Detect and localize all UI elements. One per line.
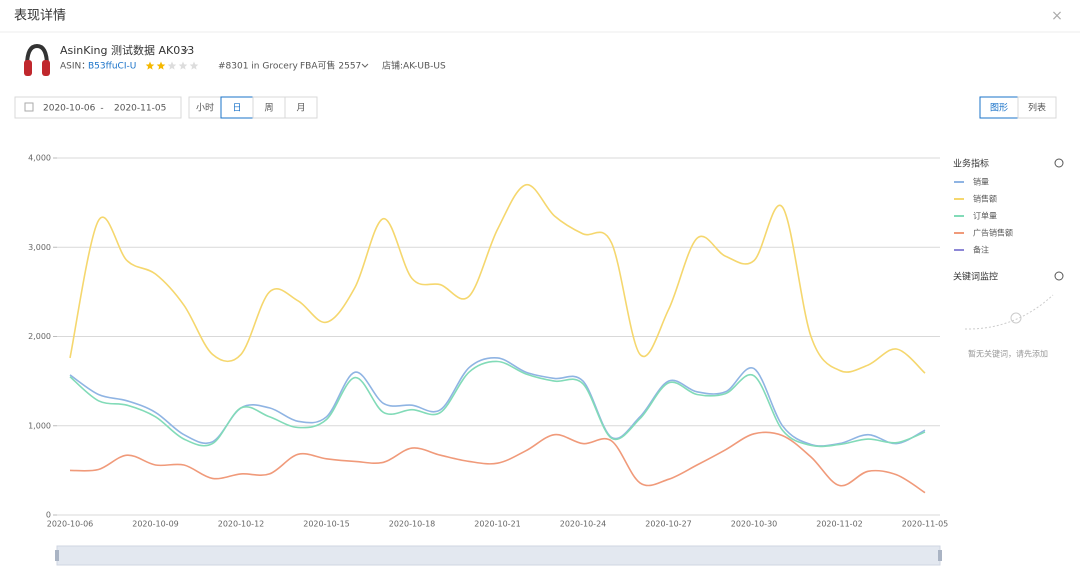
product-name: AsinKing 测试数据 AK033 <box>60 43 194 57</box>
calendar-icon <box>24 102 34 112</box>
star <box>167 61 177 70</box>
series-line <box>69 356 926 447</box>
y-tick-label: 0 <box>46 511 51 520</box>
series-line <box>69 183 926 374</box>
dropdown-icon[interactable] <box>361 63 369 68</box>
slider-handle[interactable] <box>938 550 942 561</box>
metrics-title: 业务指标 <box>953 158 989 170</box>
x-tick-label: 2020-10-30 <box>731 520 778 529</box>
plot: 0 1,000 2,000 3,000 4,000 2020-10-06 2020-10-0… <box>28 154 948 529</box>
date-end: 2020-11-05 <box>114 104 166 114</box>
dropdown-icon[interactable] <box>181 48 189 53</box>
series-line <box>69 431 926 494</box>
granularity-label: 日 <box>232 103 241 114</box>
close-button[interactable]: × <box>1051 8 1063 24</box>
x-tick-label: 2020-10-21 <box>474 520 521 529</box>
date-range[interactable] <box>14 96 182 119</box>
rating-stars <box>145 61 199 70</box>
product-image <box>24 43 50 76</box>
slider-handle[interactable] <box>55 550 59 561</box>
y-tick-label: 2,000 <box>28 332 51 341</box>
rank: #8301 in Grocery <box>218 62 299 72</box>
x-tick-label: 2020-11-02 <box>816 520 863 529</box>
granularity-label: 周 <box>264 103 273 114</box>
view-label: 列表 <box>1028 102 1046 114</box>
x-tick-label: 2020-10-12 <box>218 520 265 529</box>
zoom-slider[interactable] <box>56 545 941 566</box>
view-label: 图形 <box>990 102 1008 114</box>
star <box>189 61 199 70</box>
date-start: 2020-10-06 <box>43 104 96 114</box>
keyword-placeholder-graphic <box>1010 312 1022 324</box>
dialog-title: 表现详情 <box>14 9 66 24</box>
keyword-placeholder-graphic <box>964 294 1054 330</box>
view-button[interactable] <box>1017 96 1057 119</box>
x-tick-label: 2020-10-18 <box>389 520 436 529</box>
legend-label: 销售额 <box>973 194 997 204</box>
asin-link[interactable]: B53ffuCI-U <box>88 62 136 72</box>
granularity-label: 小时 <box>196 102 214 114</box>
star <box>156 61 166 70</box>
view-toggle: 图形 列表 <box>979 96 1057 119</box>
settings-icon[interactable] <box>1054 271 1064 281</box>
x-tick-label: 2020-10-24 <box>560 520 607 529</box>
legend-label: 销量 <box>973 177 989 187</box>
y-tick-label: 4,000 <box>28 154 51 163</box>
granularity-group: 小时 日 周 月 <box>188 96 318 119</box>
star <box>145 61 155 70</box>
legend-label: 广告销售额 <box>973 228 1013 238</box>
legend-label: 订单量 <box>973 211 997 221</box>
keywords-empty: 暂无关键词，请先添加 <box>968 349 1048 359</box>
settings-icon[interactable] <box>1054 158 1064 168</box>
x-tick-label: 2020-10-09 <box>132 520 179 529</box>
x-tick-label: 2020-10-27 <box>645 520 692 529</box>
store: 店铺:AK-UB-US <box>382 60 446 72</box>
x-tick-label: 2020-10-15 <box>303 520 350 529</box>
asin-label: ASIN： <box>60 62 90 72</box>
date-separator: - <box>100 104 103 114</box>
fba-stock: FBA可售 2557 <box>300 60 361 72</box>
granularity-button[interactable] <box>284 96 318 119</box>
x-tick-label: 2020-10-06 <box>47 520 94 529</box>
keywords-title: 关键词监控 <box>953 271 998 283</box>
granularity-label: 月 <box>296 103 305 114</box>
x-tick-label: 2020-11-05 <box>902 520 949 529</box>
legend-label: 备注 <box>973 245 989 255</box>
y-tick-label: 1,000 <box>28 421 51 430</box>
series-line <box>69 360 926 448</box>
star <box>178 61 188 70</box>
y-tick-label: 3,000 <box>28 243 51 252</box>
